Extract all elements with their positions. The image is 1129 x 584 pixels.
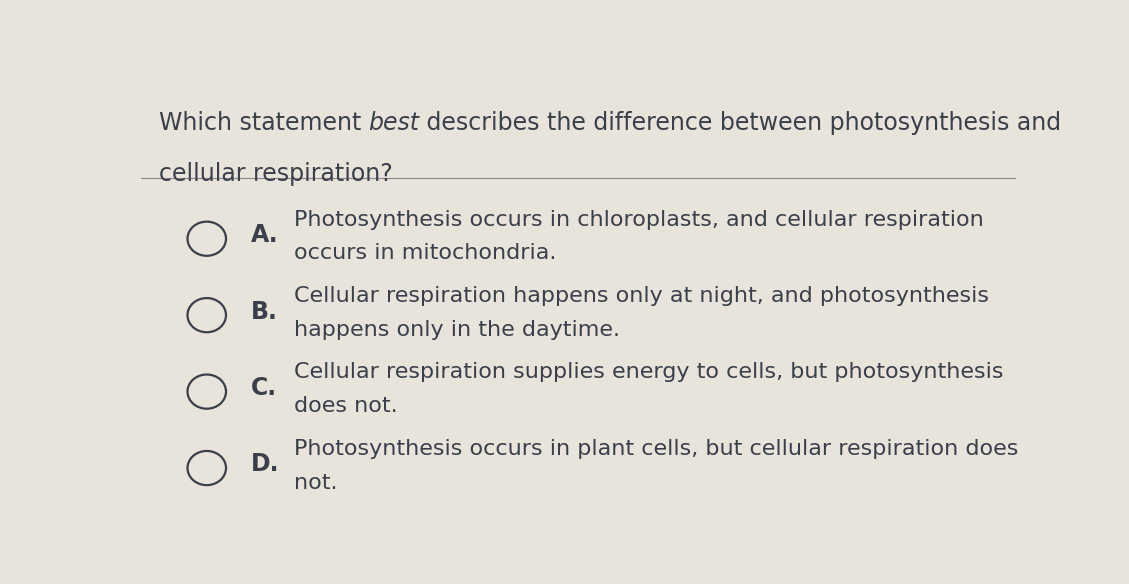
Text: best: best bbox=[368, 110, 420, 134]
Text: does not.: does not. bbox=[295, 396, 397, 416]
Text: A.: A. bbox=[251, 223, 278, 247]
Text: D.: D. bbox=[251, 453, 279, 477]
Text: B.: B. bbox=[251, 300, 278, 324]
Text: Cellular respiration supplies energy to cells, but photosynthesis: Cellular respiration supplies energy to … bbox=[295, 363, 1004, 383]
Text: occurs in mitochondria.: occurs in mitochondria. bbox=[295, 244, 557, 263]
Text: happens only in the daytime.: happens only in the daytime. bbox=[295, 320, 620, 340]
Text: Cellular respiration happens only at night, and photosynthesis: Cellular respiration happens only at nig… bbox=[295, 286, 989, 306]
Text: cellular respiration?: cellular respiration? bbox=[158, 162, 393, 186]
Text: describes the difference between photosynthesis and: describes the difference between photosy… bbox=[420, 110, 1061, 134]
Text: Photosynthesis occurs in chloroplasts, and cellular respiration: Photosynthesis occurs in chloroplasts, a… bbox=[295, 210, 984, 230]
Text: Which statement: Which statement bbox=[158, 110, 368, 134]
Text: Photosynthesis occurs in plant cells, but cellular respiration does: Photosynthesis occurs in plant cells, bu… bbox=[295, 439, 1018, 459]
Text: C.: C. bbox=[251, 376, 277, 400]
Text: not.: not. bbox=[295, 472, 338, 493]
